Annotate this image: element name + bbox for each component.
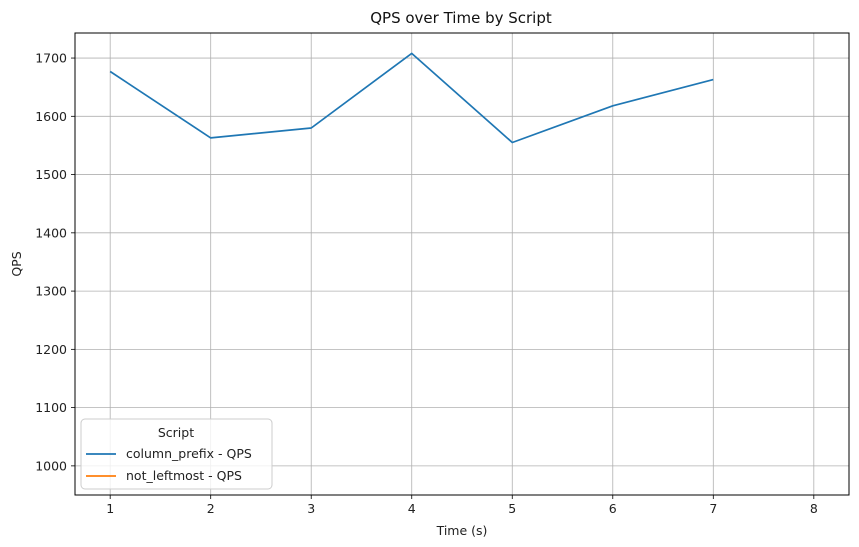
y-tick-label-7: 1700 [35,51,67,66]
y-axis: 1000 1100 1200 1300 1400 1500 1600 1700 [35,51,75,473]
plot-frame [74,32,850,496]
legend: Script column_prefix - QPS not_leftmost … [80,418,273,490]
chart-title: QPS over Time by Script [370,9,552,27]
x-tick-label-5: 6 [609,501,617,516]
legend-entry-0: column_prefix - QPS [126,446,252,461]
x-tick-label-0: 1 [106,501,114,516]
y-tick-label-4: 1400 [35,225,67,240]
legend-title: Script [158,425,194,440]
x-tick-label-4: 5 [508,501,516,516]
x-axis-label: Time (s) [436,523,488,538]
y-tick-label-2: 1200 [35,342,67,357]
legend-entry-1: not_leftmost - QPS [126,468,242,483]
y-tick-label-3: 1300 [35,284,67,299]
y-axis-label: QPS [9,251,24,276]
y-tick-label-1: 1100 [35,400,67,415]
x-tick-label-7: 8 [810,501,818,516]
legend-box [80,418,273,490]
x-tick-label-2: 3 [307,501,315,516]
series-lines [109,52,714,144]
x-tick-label-6: 7 [709,501,717,516]
y-tick-label-0: 1000 [35,458,67,473]
grid [75,33,849,495]
y-tick-label-6: 1600 [35,109,67,124]
plot-area [75,33,849,495]
series-line-0 [109,52,714,144]
x-tick-label-3: 4 [408,501,416,516]
x-axis: 1 2 3 4 5 6 7 8 [106,495,818,516]
x-tick-label-1: 2 [207,501,215,516]
y-tick-label-5: 1500 [35,167,67,182]
